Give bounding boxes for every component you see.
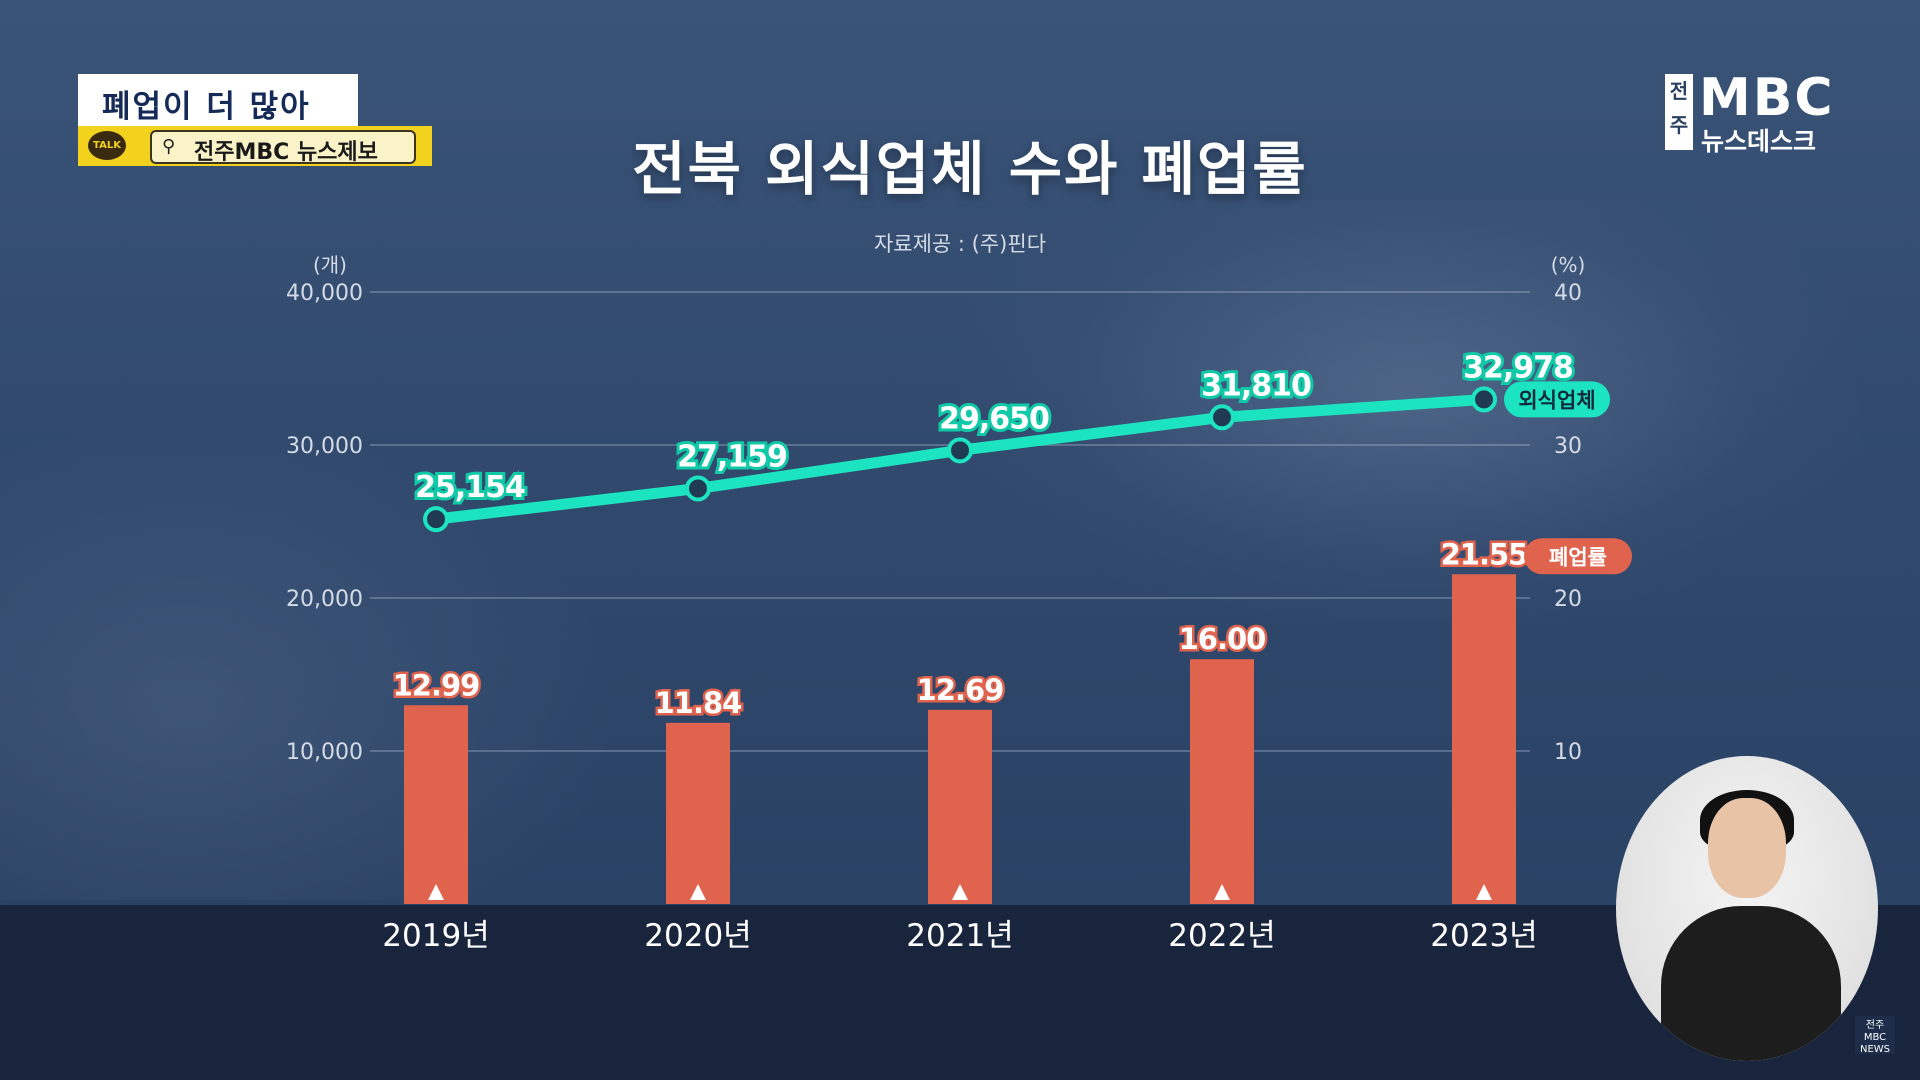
line-series-tag-label: 외식업체: [1518, 388, 1595, 412]
corner-badge: 전주 MBC NEWS: [1855, 1016, 1895, 1055]
bar-base-marker: [952, 884, 968, 900]
bottom-band: [0, 905, 1920, 1080]
bar: [666, 722, 730, 904]
left-axis-unit: (개): [313, 253, 347, 277]
bar-value-label: 21.55: [1441, 537, 1528, 571]
tip-search-box: ⚲ 전주MBC 뉴스제보: [150, 130, 416, 165]
right-tick-label: 30: [1554, 434, 1582, 459]
category-label: 2021년: [906, 918, 1013, 954]
headline-caption: 폐업이 더 많아: [78, 74, 358, 128]
line-value-label: 29,650: [939, 401, 1049, 436]
bar-value-label: 11.84: [655, 686, 742, 720]
chart-source: 자료제공 : (주)핀다: [873, 232, 1047, 256]
tip-label: 전주MBC 뉴스제보: [194, 140, 378, 165]
category-label: 2020년: [644, 918, 751, 954]
line-point: [947, 437, 973, 464]
label-layer: 12.99 11.84 12.69 16.00 21.55 25,154 27,159 29,…: [382, 347, 1632, 954]
category-label: 2019년: [382, 918, 489, 954]
line-point: [1209, 404, 1235, 431]
right-tick-label: 20: [1554, 587, 1582, 612]
logo-brand: MBC: [1699, 68, 1835, 128]
table-photo-backdrop: [0, 420, 620, 900]
category-label: 2023년: [1430, 918, 1537, 954]
line-point: [423, 506, 449, 533]
line-layer: [423, 386, 1497, 533]
line-value-label: 32,978: [1463, 350, 1573, 385]
interpreter-face: [1708, 798, 1786, 898]
logo-local-name: 전주: [1665, 74, 1693, 150]
bar: [928, 709, 992, 904]
line-point: [1471, 386, 1497, 413]
bar-base-marker: [690, 884, 706, 900]
sign-language-interpreter-inset: [1616, 756, 1878, 1061]
bar: [1452, 574, 1516, 904]
bar-base-marker: [1214, 884, 1230, 900]
bar-layer: [404, 574, 1516, 904]
bar-base-marker: [1476, 884, 1492, 900]
headline-text: 폐업이 더 많아: [102, 89, 311, 125]
line-point: [685, 475, 711, 502]
bar-series-tag-label: 폐업률: [1549, 545, 1607, 569]
search-icon: ⚲: [162, 136, 176, 157]
category-label: 2022년: [1168, 918, 1275, 954]
bar-series-tag: [1524, 538, 1632, 575]
left-tick-label: 10,000: [286, 740, 363, 765]
bar-value-label: 12.69: [917, 673, 1004, 707]
chart-title: 전북 외식업체 수와 폐업률: [632, 135, 1308, 203]
restaurant-photo-backdrop: [960, 200, 1860, 620]
line-value-label: 25,154: [415, 470, 525, 505]
line-value-label: 31,810: [1201, 368, 1311, 403]
line-series-tag: [1504, 381, 1610, 418]
bar: [404, 705, 468, 904]
line-value-label: 27,159: [677, 439, 787, 474]
left-tick-label: 40,000: [286, 281, 363, 306]
right-axis-unit: (%): [1551, 253, 1586, 277]
station-logo: 전주 MBC 뉴스데스크: [1665, 68, 1845, 156]
logo-program: 뉴스데스크: [1701, 127, 1817, 156]
bar-base-marker: [428, 884, 444, 900]
bar: [1190, 659, 1254, 904]
bar-value-label: 12.99: [393, 668, 480, 702]
interpreter-body: [1661, 906, 1841, 1061]
left-tick-label: 20,000: [286, 587, 363, 612]
left-tick-label: 30,000: [286, 434, 363, 459]
news-tip-bar: TALK ⚲ 전주MBC 뉴스제보: [78, 126, 432, 166]
right-tick-label: 10: [1554, 740, 1582, 765]
talk-icon: TALK: [88, 131, 126, 160]
bar-value-label: 16.00: [1179, 622, 1266, 656]
right-tick-label: 40: [1554, 281, 1582, 306]
